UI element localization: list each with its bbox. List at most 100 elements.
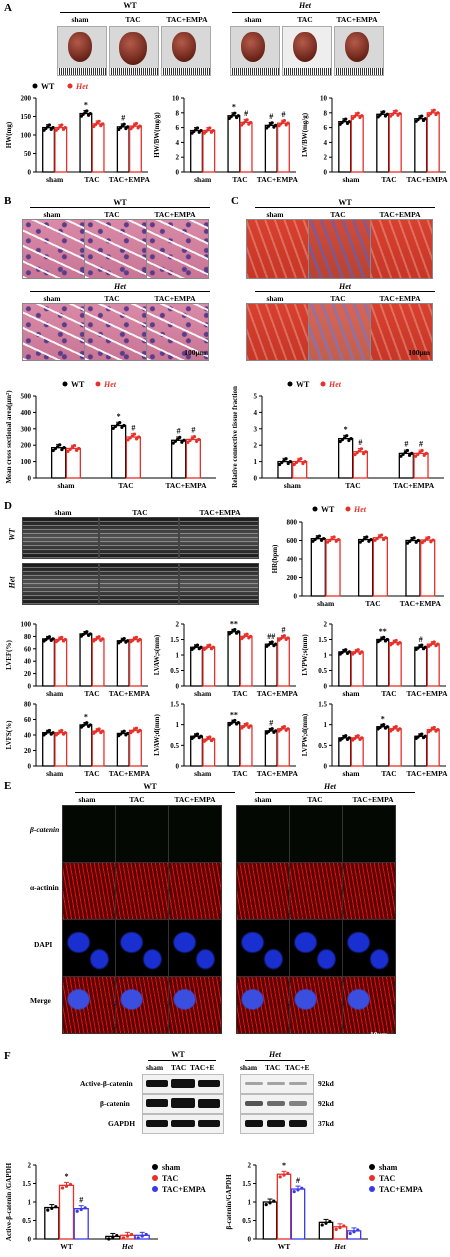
data-point	[282, 725, 286, 729]
significance-mark: #	[121, 114, 125, 123]
x-tick-label: sham	[57, 481, 75, 490]
y-axis-label: LVEF(%)	[5, 639, 13, 669]
data-point	[432, 640, 436, 644]
significance-mark: #	[281, 626, 285, 635]
chart-hr: 0 200 400 600 800 HR(bpm) sham TAC TAC+EMPA	[271, 519, 444, 608]
y-axis-label: LVPW;s(mm)	[301, 634, 309, 676]
data-point	[199, 645, 203, 649]
data-point	[88, 111, 92, 116]
fluorescence-tile	[62, 805, 116, 863]
a-wt-tac-label: TAC	[125, 15, 141, 24]
significance-mark: #	[244, 109, 248, 118]
data-point	[286, 727, 290, 731]
data-point	[51, 731, 55, 735]
data-point	[197, 437, 201, 442]
data-point	[345, 434, 349, 438]
data-point	[129, 1232, 134, 1237]
significance-mark: **	[230, 710, 238, 719]
fluorescence-tile	[168, 976, 222, 1034]
data-point	[47, 123, 52, 127]
bar	[414, 118, 428, 173]
data-point	[301, 461, 305, 466]
data-point	[74, 448, 79, 452]
bar	[65, 447, 81, 479]
bar	[388, 112, 402, 173]
data-point	[270, 727, 274, 731]
data-point	[288, 460, 292, 464]
y-tick-label: 1	[254, 458, 258, 466]
legend-f2-sham-text: sham	[379, 1163, 398, 1172]
data-point	[373, 538, 377, 542]
data-point	[424, 451, 429, 455]
bar	[91, 730, 105, 767]
significance-mark: *	[84, 100, 88, 109]
data-point	[72, 444, 77, 448]
chart-lvfs: 0 20 40 60 80 LVFS(%) sham TAC TAC+EMPA *	[5, 701, 150, 779]
y-tick-label: 100	[21, 458, 32, 466]
y-tick-label: 40	[24, 658, 32, 666]
x-tick-label: sham	[342, 689, 360, 698]
c-scalebar-text: 100μm	[408, 348, 430, 357]
data-point	[192, 434, 197, 439]
data-point	[334, 539, 338, 543]
bar	[262, 1201, 278, 1240]
data-point	[178, 435, 182, 440]
x-tick-label: sham	[194, 689, 212, 698]
f-wt-label: WT	[171, 1050, 185, 1059]
data-point	[245, 632, 249, 636]
y-tick-label: 1.5	[170, 636, 179, 644]
y-tick-label: 0	[294, 593, 298, 601]
fluorescence-tile	[168, 862, 222, 920]
x-tick-label: TAC+EMPA	[257, 689, 299, 698]
data-point	[357, 449, 361, 453]
x-tick-label: Het	[121, 1242, 134, 1251]
legend-f1-empa-text: TAC+EMPA	[162, 1185, 206, 1194]
fluorescence-tile	[115, 919, 169, 977]
bar	[54, 732, 68, 767]
chart-lvpw-d: 0 0.5 1 1.5 LVPW;d(mm) sham TAC TAC+EMPA *	[301, 701, 448, 779]
y-tick-label: 3	[254, 425, 258, 433]
x-tick-label: sham	[317, 599, 335, 608]
legend-wt-marker	[32, 83, 38, 89]
c-het-line	[255, 291, 435, 292]
c-het-empa-label: TAC+EMPA	[379, 294, 421, 303]
bar	[190, 735, 204, 767]
data-point	[420, 732, 424, 736]
data-point	[144, 1232, 148, 1237]
data-point	[365, 535, 369, 539]
data-point	[245, 118, 249, 122]
y-tick-label: 2	[248, 1162, 252, 1170]
data-point	[199, 734, 203, 738]
data-point	[429, 540, 433, 544]
data-point	[101, 122, 105, 126]
data-point	[274, 729, 278, 733]
data-point	[88, 632, 92, 636]
data-point	[115, 422, 120, 427]
fluorescence-tile	[289, 862, 343, 920]
data-point	[77, 446, 81, 451]
data-point	[356, 734, 360, 738]
y-tick-label: 4	[254, 409, 258, 417]
c-wt-line	[255, 207, 435, 208]
bar	[190, 646, 204, 687]
data-point	[407, 453, 412, 457]
data-point	[60, 728, 64, 733]
legend-f2-sham-marker	[369, 1164, 375, 1170]
bar	[376, 638, 390, 687]
y-tick-label: 0.5	[318, 667, 327, 675]
data-point	[332, 535, 336, 539]
bar	[239, 635, 253, 687]
fluorescence-tile	[62, 862, 116, 920]
he-image-het-empa: 100μm	[146, 303, 209, 361]
heart-photo-wt-sham	[57, 26, 107, 76]
data-point	[423, 117, 427, 121]
y-tick-label: 2	[176, 621, 180, 629]
data-point	[398, 727, 402, 731]
chart-lvpw-s: 0 0.5 1 1.5 2 LVPW;s(mm) sham TAC TAC+EMPA ** #	[301, 621, 448, 699]
bar	[42, 126, 56, 173]
a-wt-sham-label: sham	[71, 15, 89, 24]
x-tick-label: TAC	[381, 769, 396, 778]
y-tick-label: 1	[176, 652, 180, 660]
fluorescence-tile	[168, 805, 222, 863]
bar	[91, 123, 105, 173]
